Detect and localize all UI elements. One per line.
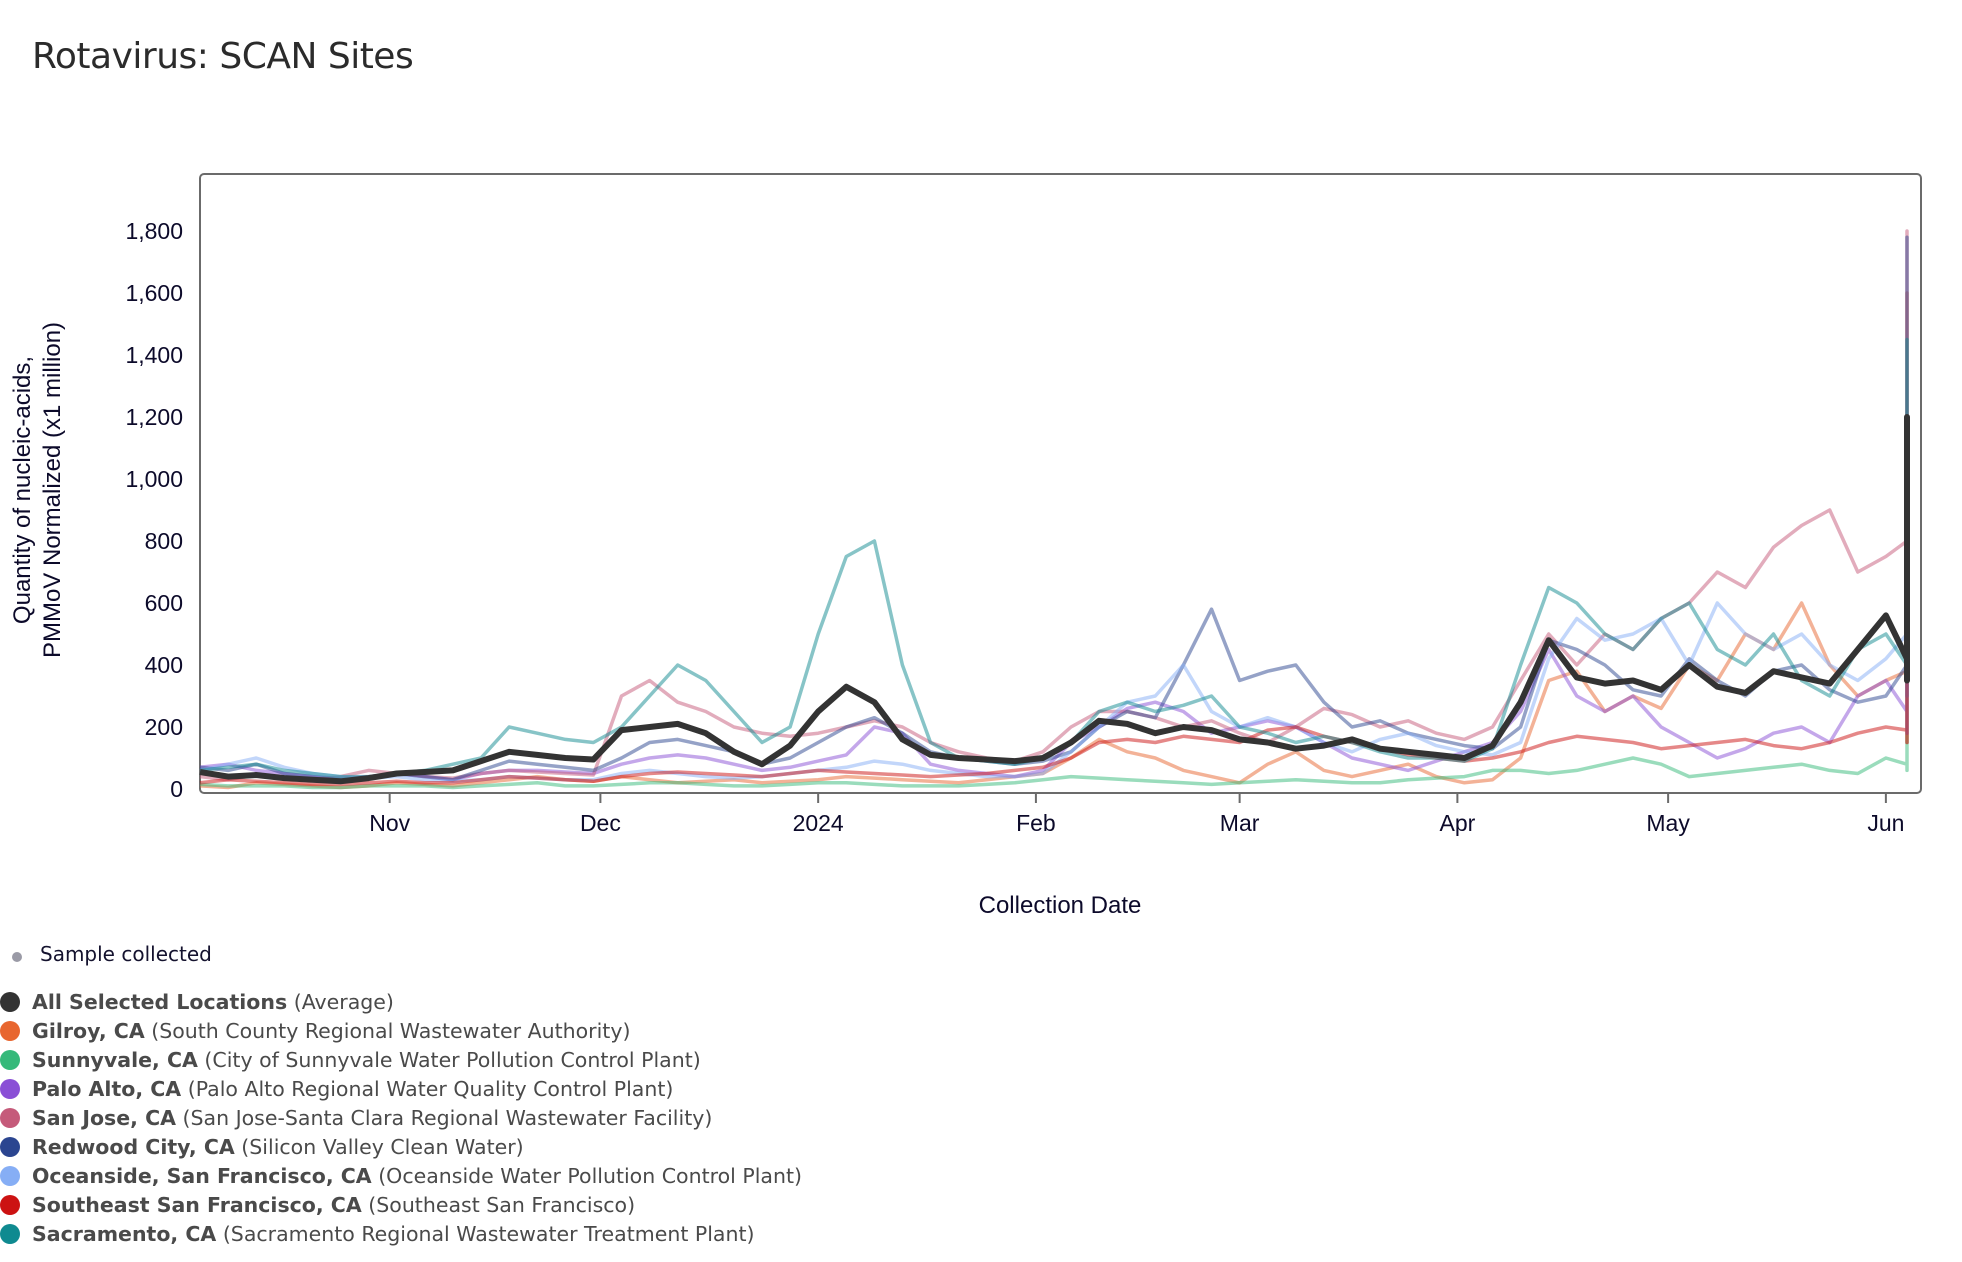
- y-tick-label: 0: [170, 776, 183, 802]
- x-tick-label: Nov: [369, 810, 410, 836]
- legend-dot-icon: [0, 1166, 20, 1186]
- y-tick-label: 1,000: [125, 466, 183, 492]
- legend-item-redwood-city[interactable]: Redwood City, CA (Silicon Valley Clean W…: [0, 1134, 900, 1162]
- y-tick-label: 800: [145, 528, 183, 554]
- legend-item-name: Redwood City, CA: [32, 1135, 235, 1159]
- legend-item-detail: (Sacramento Regional Wastewater Treatmen…: [222, 1222, 755, 1246]
- y-tick-label: 200: [145, 714, 183, 740]
- y-axis-title-line-2: PMMoV Normalized (x1 million): [39, 322, 66, 658]
- legend-item-name: Oceanside, San Francisco, CA: [32, 1164, 372, 1188]
- legend-item-palo-alto[interactable]: Palo Alto, CA (Palo Alto Regional Water …: [0, 1076, 900, 1104]
- legend-item-average[interactable]: All Selected Locations (Average): [0, 989, 900, 1017]
- legend-dot-icon: [0, 1195, 20, 1215]
- y-tick-label: 600: [145, 590, 183, 616]
- legend-dot-icon: [0, 1108, 20, 1128]
- legend-sample-collected: Sample collected: [0, 940, 400, 972]
- legend-item-detail: (Southeast San Francisco): [368, 1193, 636, 1217]
- legend-item-name: Southeast San Francisco, CA: [32, 1193, 362, 1217]
- legend-dot-icon: [0, 1224, 20, 1244]
- legend-item-name: Sacramento, CA: [32, 1222, 217, 1246]
- legend-item-detail: (City of Sunnyvale Water Pollution Contr…: [204, 1048, 701, 1072]
- legend-dot-icon: [0, 1021, 20, 1041]
- legend-item-detail: (Silicon Valley Clean Water): [241, 1135, 524, 1159]
- series-layer: [199, 229, 1910, 790]
- x-tick-label: Mar: [1220, 810, 1260, 836]
- page-title: Rotavirus: SCAN Sites: [32, 36, 414, 77]
- legend-item-gilroy[interactable]: Gilroy, CA (South County Regional Wastew…: [0, 1018, 900, 1046]
- x-tick-label: Dec: [580, 810, 621, 836]
- legend-dot-icon: [0, 1050, 20, 1070]
- x-tick-label: Jun: [1867, 810, 1904, 836]
- series-line-southeast-san-francisco-ca[interactable]: [199, 665, 1909, 787]
- legend-item-name: Palo Alto, CA: [32, 1077, 182, 1101]
- y-tick-label: 1,800: [125, 218, 183, 244]
- chart: 0 200 400 600 800 1,000 1,200 1,400 1,600 1,800 N…: [9, 173, 1922, 919]
- y-axis-title-line-1: Quantity of nucleic-acids,: [9, 356, 36, 624]
- y-axis: 0 200 400 600 800 1,000 1,200 1,400 1,600 1,800: [125, 218, 183, 802]
- x-tick-label: 2024: [793, 810, 844, 836]
- y-tick-label: 400: [145, 652, 183, 678]
- legend-item-san-jose[interactable]: San Jose, CA (San Jose-Santa Clara Regio…: [0, 1105, 900, 1133]
- plot-frame: [199, 173, 1922, 794]
- legend-item-detail: (South County Regional Wastewater Author…: [151, 1019, 631, 1043]
- legend-dot-icon: [0, 1137, 20, 1157]
- legend-item-name: All Selected Locations: [32, 990, 288, 1014]
- x-tick-label: May: [1646, 810, 1690, 836]
- x-axis: Nov Dec 2024 Feb Mar Apr May Jun: [369, 793, 1904, 836]
- legend-item-detail: (Average): [293, 990, 394, 1014]
- legend-item-name: Sunnyvale, CA: [32, 1048, 198, 1072]
- legend-item-name: Gilroy, CA: [32, 1019, 145, 1043]
- legend-item-oceanside[interactable]: Oceanside, San Francisco, CA (Oceanside …: [0, 1163, 900, 1191]
- y-tick-label: 1,600: [125, 280, 183, 306]
- y-tick-label: 1,200: [125, 404, 183, 430]
- legend-item-sunnyvale[interactable]: Sunnyvale, CA (City of Sunnyvale Water P…: [0, 1047, 900, 1075]
- legend-dot-icon: [0, 1079, 20, 1099]
- sample-dot-icon: [12, 952, 22, 962]
- legend-item-detail: (San Jose-Santa Clara Regional Wastewate…: [182, 1106, 713, 1130]
- legend-item-name: San Jose, CA: [32, 1106, 176, 1130]
- series-line-all-selected-locations[interactable]: [199, 414, 1910, 785]
- legend-dot-icon: [0, 992, 20, 1012]
- legend-item-detail: (Palo Alto Regional Water Quality Contro…: [187, 1077, 674, 1101]
- legend-item-southeast-sf[interactable]: Southeast San Francisco, CA (Southeast S…: [0, 1192, 900, 1220]
- x-axis-title: Collection Date: [979, 892, 1142, 919]
- legend-item-sacramento[interactable]: Sacramento, CA (Sacramento Regional Wast…: [0, 1221, 900, 1249]
- x-tick-label: Feb: [1016, 810, 1056, 836]
- legend-item-detail: (Oceanside Water Pollution Control Plant…: [378, 1164, 803, 1188]
- x-tick-label: Apr: [1439, 810, 1475, 836]
- sample-collected-label: Sample collected: [40, 942, 212, 966]
- y-tick-label: 1,400: [125, 342, 183, 368]
